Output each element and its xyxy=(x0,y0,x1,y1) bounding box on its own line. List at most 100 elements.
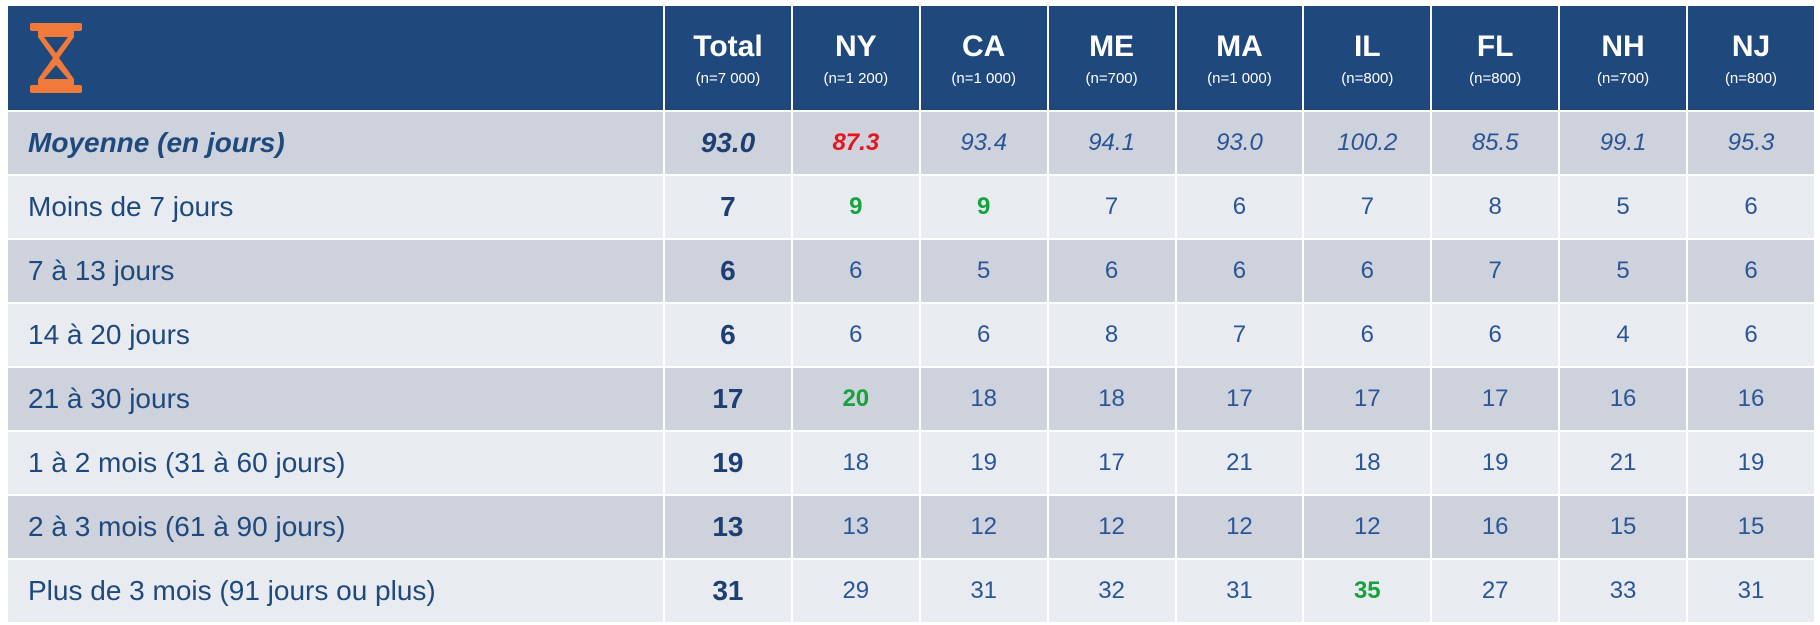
column-header: ME (n=700) xyxy=(1048,6,1175,110)
column-name: CA xyxy=(962,29,1006,63)
value-cell: 6 xyxy=(1048,240,1175,302)
value-cell: 31 xyxy=(1688,560,1814,622)
column-header: NY (n=1 200) xyxy=(792,6,919,110)
value-cell: 17 xyxy=(1304,368,1431,430)
value-cell: 5 xyxy=(1560,176,1686,238)
column-header: FL (n=800) xyxy=(1432,6,1559,110)
value-cell: 19 xyxy=(1688,432,1814,494)
table-row: 14 à 20 jours 6 6 6 8 7 6 6 4 6 xyxy=(8,304,1814,366)
value-cell: 17 xyxy=(1176,368,1303,430)
value-cell: 93.4 xyxy=(920,112,1047,174)
column-sample-size: (n=800) xyxy=(1341,69,1394,87)
table-row: Plus de 3 mois (91 jours ou plus) 31 29 31 3… xyxy=(8,560,1814,622)
value-cell: 13 xyxy=(665,496,791,558)
value-cell: 19 xyxy=(665,432,791,494)
value-cell: 6 xyxy=(1688,304,1814,366)
value-cell: 18 xyxy=(1048,368,1175,430)
value-cell: 15 xyxy=(1688,496,1814,558)
value-cell: 33 xyxy=(1560,560,1686,622)
value-cell: 18 xyxy=(920,368,1047,430)
value-cell: 6 xyxy=(1176,240,1303,302)
value-cell: 7 xyxy=(1432,240,1559,302)
value-cell: 29 xyxy=(792,560,919,622)
row-label: Plus de 3 mois (91 jours ou plus) xyxy=(8,560,663,622)
value-cell: 15 xyxy=(1560,496,1686,558)
column-header: IL (n=800) xyxy=(1304,6,1431,110)
value-cell: 5 xyxy=(920,240,1047,302)
table-row: 1 à 2 mois (31 à 60 jours) 19 18 19 17 21 18 19… xyxy=(8,432,1814,494)
value-cell: 19 xyxy=(920,432,1047,494)
value-cell: 31 xyxy=(920,560,1047,622)
column-name: NY xyxy=(834,29,877,63)
hourglass-icon xyxy=(30,23,82,93)
value-cell: 12 xyxy=(1304,496,1431,558)
value-cell: 85.5 xyxy=(1432,112,1559,174)
value-cell: 94.1 xyxy=(1048,112,1175,174)
column-name: IL xyxy=(1353,29,1381,63)
data-table: Total (n=7 000) NY (n=1 200) CA (n=1 000) ME (n… xyxy=(6,4,1816,624)
value-cell: 12 xyxy=(1048,496,1175,558)
column-header: CA (n=1 000) xyxy=(920,6,1047,110)
column-sample-size: (n=1 200) xyxy=(823,69,889,87)
value-cell: 95.3 xyxy=(1688,112,1814,174)
icon-cell xyxy=(8,6,663,110)
value-cell: 8 xyxy=(1432,176,1559,238)
column-sample-size: (n=1 000) xyxy=(1207,69,1272,87)
table-row: 7 à 13 jours 6 6 5 6 6 6 7 5 6 xyxy=(8,240,1814,302)
value-cell: 7 xyxy=(1304,176,1431,238)
value-cell: 6 xyxy=(1432,304,1559,366)
column-sample-size: (n=700) xyxy=(1085,69,1138,87)
value-cell: 6 xyxy=(665,240,791,302)
row-label: Moyenne (en jours) xyxy=(8,112,663,174)
value-cell: 93.0 xyxy=(1176,112,1303,174)
row-label: Moins de 7 jours xyxy=(8,176,663,238)
column-name: NJ xyxy=(1731,29,1771,63)
row-label: 1 à 2 mois (31 à 60 jours) xyxy=(8,432,663,494)
value-cell: 6 xyxy=(1304,240,1431,302)
value-cell: 6 xyxy=(665,304,791,366)
column-sample-size: (n=1 000) xyxy=(951,69,1016,87)
column-header: NJ (n=800) xyxy=(1688,6,1814,110)
table-row: 21 à 30 jours 17 20 18 18 17 17 17 16 16 xyxy=(8,368,1814,430)
value-cell: 100.2 xyxy=(1304,112,1431,174)
value-cell: 5 xyxy=(1560,240,1686,302)
value-cell: 21 xyxy=(1176,432,1303,494)
table-row: Moyenne (en jours) 93.0 87.3 93.4 94.1 93.0 10… xyxy=(8,112,1814,174)
value-cell: 12 xyxy=(920,496,1047,558)
value-cell: 17 xyxy=(1048,432,1175,494)
header-row: Total (n=7 000) NY (n=1 200) CA (n=1 000) ME (n… xyxy=(8,6,1814,110)
value-cell: 16 xyxy=(1432,496,1559,558)
value-cell: 31 xyxy=(665,560,791,622)
value-cell: 35 xyxy=(1304,560,1431,622)
value-cell: 8 xyxy=(1048,304,1175,366)
column-sample-size: (n=7 000) xyxy=(695,69,761,87)
value-cell: 87.3 xyxy=(792,112,919,174)
column-header: MA (n=1 000) xyxy=(1176,6,1303,110)
value-cell: 6 xyxy=(1176,176,1303,238)
table-row: Moins de 7 jours 7 9 9 7 6 7 8 5 6 xyxy=(8,176,1814,238)
value-cell: 17 xyxy=(665,368,791,430)
value-cell: 7 xyxy=(1048,176,1175,238)
value-cell: 12 xyxy=(1176,496,1303,558)
value-cell: 9 xyxy=(920,176,1047,238)
column-name: ME xyxy=(1089,29,1135,63)
column-name: NH xyxy=(1601,29,1645,63)
value-cell: 6 xyxy=(1688,176,1814,238)
column-name: FL xyxy=(1476,29,1514,63)
value-cell: 19 xyxy=(1432,432,1559,494)
row-label: 7 à 13 jours xyxy=(8,240,663,302)
value-cell: 6 xyxy=(920,304,1047,366)
value-cell: 16 xyxy=(1688,368,1814,430)
value-cell: 17 xyxy=(1432,368,1559,430)
value-cell: 93.0 xyxy=(665,112,791,174)
value-cell: 13 xyxy=(792,496,919,558)
value-cell: 6 xyxy=(1304,304,1431,366)
value-cell: 4 xyxy=(1560,304,1686,366)
value-cell: 99.1 xyxy=(1560,112,1686,174)
value-cell: 31 xyxy=(1176,560,1303,622)
row-label: 21 à 30 jours xyxy=(8,368,663,430)
value-cell: 16 xyxy=(1560,368,1686,430)
value-cell: 18 xyxy=(792,432,919,494)
column-name: Total xyxy=(693,29,763,63)
